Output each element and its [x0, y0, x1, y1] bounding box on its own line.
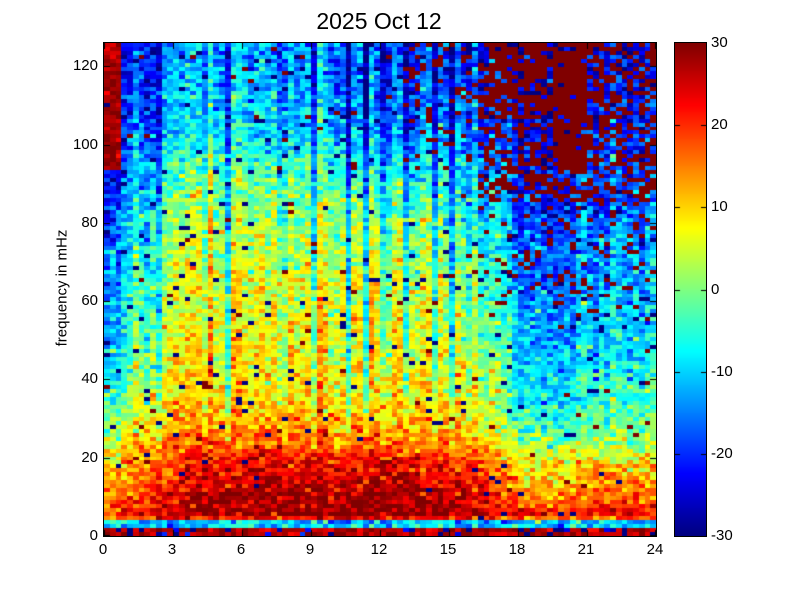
x-tick-label: 9 [305, 541, 315, 558]
colorbar [674, 42, 707, 537]
x-tick-label: 12 [370, 541, 388, 558]
x-tick-label: 3 [167, 541, 177, 558]
y-tick-label: 0 [89, 527, 98, 544]
colorbar-tick-label: -30 [711, 527, 733, 544]
y-axis-label: frequency in mHz [53, 229, 71, 347]
colorbar-tick-label: 20 [711, 116, 728, 133]
x-tick-label: 6 [236, 541, 246, 558]
x-tick-label: 24 [646, 541, 664, 558]
y-tick-label: 100 [72, 135, 98, 153]
colorbar-tick-label: 10 [711, 198, 728, 215]
y-tick-label: 80 [81, 213, 98, 231]
colorbar-tick-label: -10 [711, 363, 733, 380]
colorbar-tick-label: 30 [711, 34, 728, 51]
colorbar-tick-label: 0 [711, 281, 720, 298]
x-tick-label: 15 [439, 541, 457, 558]
y-tick-label: 20 [81, 448, 98, 466]
colorbar-tick-label: -20 [711, 445, 733, 462]
x-tick-label: 21 [577, 541, 595, 558]
x-tick-label: 0 [98, 541, 108, 558]
y-tick-label: 60 [81, 292, 98, 310]
y-tick-label: 120 [72, 57, 98, 75]
chart-title: 2025 Oct 12 [316, 8, 442, 34]
x-tick-label: 18 [508, 541, 526, 558]
spectrogram-heatmap [103, 42, 657, 537]
y-tick-label: 40 [81, 370, 98, 388]
